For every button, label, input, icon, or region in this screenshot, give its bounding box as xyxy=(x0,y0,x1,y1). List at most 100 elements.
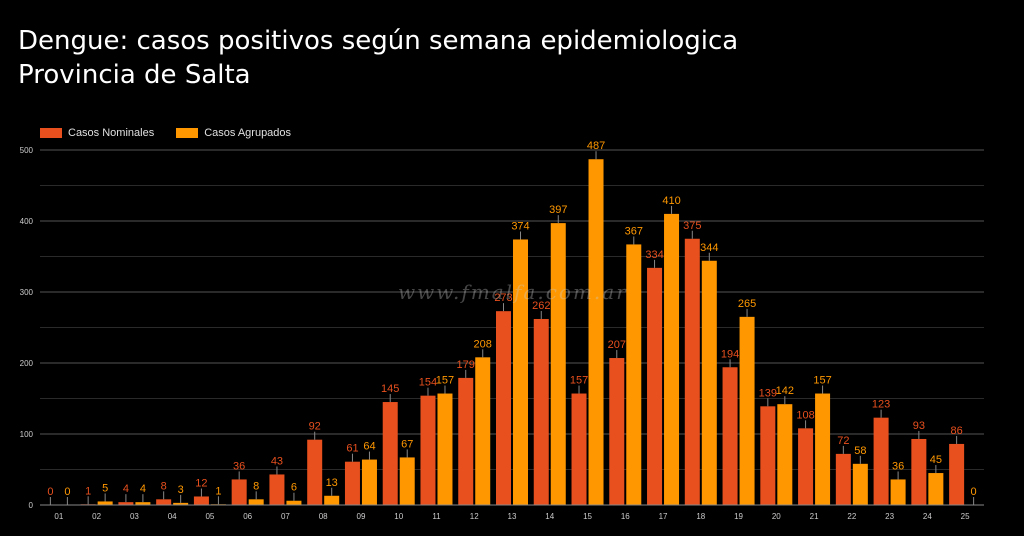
data-label-agrupados: 8 xyxy=(253,480,259,492)
data-label-agrupados: 36 xyxy=(892,460,904,472)
legend-swatch-agrupados xyxy=(176,128,199,138)
data-label-nominales: 0 xyxy=(47,486,53,498)
data-label-agrupados: 487 xyxy=(587,140,605,152)
data-label-agrupados: 367 xyxy=(625,225,643,237)
x-tick-label: 13 xyxy=(508,512,517,521)
data-label-nominales: 86 xyxy=(950,425,962,437)
legend-label-nominales: Casos Nominales xyxy=(68,127,155,139)
x-tick-label: 19 xyxy=(734,512,743,521)
bar-agrupados xyxy=(286,500,302,505)
bar-agrupados xyxy=(815,393,831,505)
x-tick-label: 24 xyxy=(923,512,932,521)
bar-agrupados xyxy=(513,239,528,505)
data-label-nominales: 273 xyxy=(494,292,512,304)
bar-nominales xyxy=(533,318,549,505)
data-label-agrupados: 208 xyxy=(474,338,492,350)
data-label-agrupados: 0 xyxy=(64,486,70,498)
data-label-nominales: 92 xyxy=(309,421,321,433)
x-tick-label: 06 xyxy=(243,512,252,521)
data-label-agrupados: 410 xyxy=(662,195,680,207)
x-tick-label: 09 xyxy=(357,512,366,521)
bar-agrupados xyxy=(135,502,151,505)
bar-nominales xyxy=(798,428,814,505)
x-tick-label: 12 xyxy=(470,512,479,521)
bar-nominales xyxy=(307,439,323,505)
bar-agrupados xyxy=(361,459,377,505)
legend-item-nominales: Casos Nominales xyxy=(40,127,154,139)
data-label-agrupados: 4 xyxy=(140,483,146,495)
data-label-agrupados: 1 xyxy=(215,485,221,497)
data-label-agrupados: 5 xyxy=(102,482,108,494)
data-label-agrupados: 397 xyxy=(549,204,567,216)
data-label-nominales: 375 xyxy=(683,220,701,232)
data-label-nominales: 108 xyxy=(796,409,814,421)
bar-agrupados xyxy=(475,357,491,505)
data-label-nominales: 179 xyxy=(457,359,475,371)
data-label-nominales: 207 xyxy=(608,339,626,351)
data-label-nominales: 194 xyxy=(721,348,739,360)
data-label-agrupados: 344 xyxy=(700,242,718,254)
bar-nominales xyxy=(231,479,247,505)
x-tick-label: 18 xyxy=(696,512,705,521)
data-label-nominales: 154 xyxy=(419,377,437,389)
data-label-nominales: 139 xyxy=(759,387,777,399)
chart-title: Dengue: casos positivos según semana epi… xyxy=(18,24,738,92)
bar-nominales xyxy=(269,474,285,505)
y-tick-label: 300 xyxy=(20,288,34,297)
legend-swatch-nominales xyxy=(40,128,62,138)
bar-nominales xyxy=(647,267,663,505)
bar-nominales xyxy=(193,496,209,505)
data-label-agrupados: 64 xyxy=(363,441,375,453)
data-label-agrupados: 157 xyxy=(813,375,831,387)
bar-agrupados xyxy=(852,463,868,505)
bar-nominales xyxy=(609,358,625,505)
x-tick-label: 05 xyxy=(205,512,214,521)
bar-agrupados xyxy=(928,473,944,505)
bar-nominales xyxy=(118,502,134,505)
y-tick-label: 100 xyxy=(20,430,34,439)
x-tick-label: 21 xyxy=(810,512,819,521)
bar-nominales xyxy=(496,311,511,505)
bar-nominales xyxy=(420,395,436,505)
x-tick-label: 20 xyxy=(772,512,781,521)
bar-nominales xyxy=(156,499,172,505)
x-tick-label: 10 xyxy=(394,512,403,521)
bar-agrupados xyxy=(399,457,415,505)
data-label-agrupados: 13 xyxy=(326,477,338,489)
x-tick-label: 22 xyxy=(847,512,856,521)
data-label-nominales: 12 xyxy=(195,477,207,489)
bar-nominales xyxy=(722,367,738,505)
data-label-nominales: 262 xyxy=(532,300,550,312)
bar-nominales xyxy=(684,238,700,505)
bar-agrupados xyxy=(701,260,717,505)
data-label-agrupados: 157 xyxy=(436,375,454,387)
x-tick-label: 17 xyxy=(659,512,668,521)
bar-nominales xyxy=(873,417,889,505)
data-label-nominales: 61 xyxy=(346,443,358,455)
bar-agrupados xyxy=(248,499,264,505)
bar-agrupados xyxy=(97,501,113,505)
bar-nominales xyxy=(344,461,360,505)
data-label-agrupados: 6 xyxy=(291,482,297,494)
data-label-agrupados: 265 xyxy=(738,298,756,310)
bar-nominales xyxy=(911,438,927,505)
y-tick-label: 400 xyxy=(20,217,34,226)
bar-agrupados xyxy=(550,223,566,505)
bar-agrupados xyxy=(626,244,642,505)
data-label-nominales: 93 xyxy=(913,420,925,432)
data-label-nominales: 145 xyxy=(381,383,399,395)
y-tick-label: 500 xyxy=(20,146,34,155)
x-tick-label: 14 xyxy=(545,512,554,521)
data-label-agrupados: 67 xyxy=(401,438,413,450)
bar-nominales xyxy=(458,377,474,505)
data-label-nominales: 157 xyxy=(570,375,588,387)
bar-nominales xyxy=(571,393,587,505)
data-label-nominales: 43 xyxy=(271,455,283,467)
x-tick-label: 01 xyxy=(54,512,63,521)
legend: Casos Nominales Casos Agrupados xyxy=(40,127,291,139)
data-label-nominales: 8 xyxy=(161,480,167,492)
data-label-agrupados: 45 xyxy=(930,454,942,466)
bar-agrupados xyxy=(324,495,340,505)
x-tick-label: 15 xyxy=(583,512,592,521)
